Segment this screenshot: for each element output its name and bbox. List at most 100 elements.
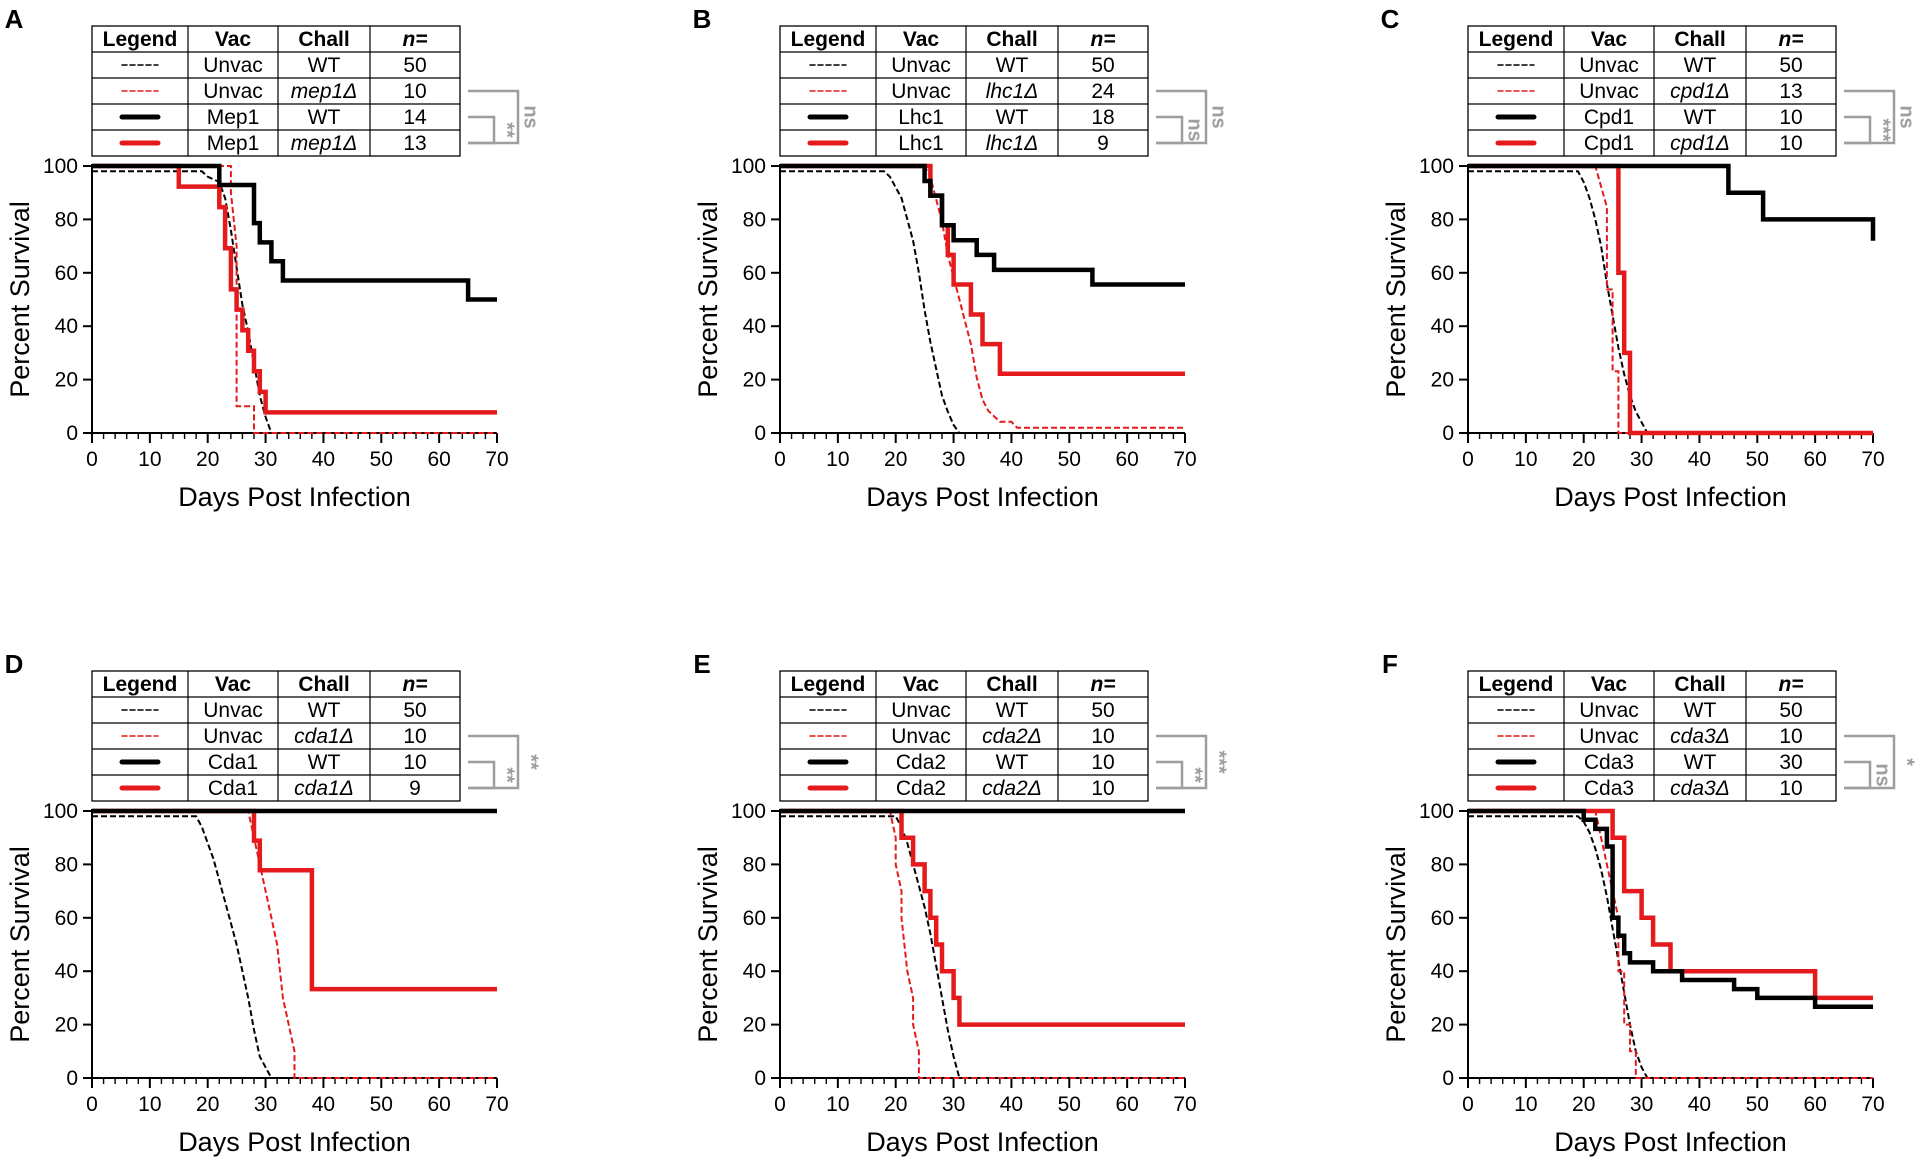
legend-chall: WT bbox=[996, 751, 1029, 774]
series-line bbox=[780, 163, 1185, 376]
significance-bracket bbox=[468, 89, 520, 145]
legend-n: 18 bbox=[1091, 106, 1114, 129]
x-tick-label: 40 bbox=[1688, 1093, 1711, 1116]
x-tick-label: 40 bbox=[312, 1093, 335, 1116]
legend-vac: Cpd1 bbox=[1584, 132, 1634, 155]
x-tick-label: 70 bbox=[485, 1093, 508, 1116]
legend-header: n= bbox=[402, 28, 427, 51]
series-line bbox=[92, 810, 497, 1079]
significance-brackets: ***** bbox=[1156, 734, 1230, 790]
legend-n: 9 bbox=[409, 777, 421, 800]
legend-header: Legend bbox=[791, 28, 866, 51]
legend-header: Legend bbox=[1479, 673, 1554, 696]
y-tick-label: 20 bbox=[1431, 1014, 1454, 1037]
legend-table: Legend Vac Chall n= Unvac WT 50 Unvac cda2Δ 10 Cda… bbox=[779, 670, 1149, 802]
x-tick-label: 70 bbox=[1173, 448, 1196, 471]
legend-n: 50 bbox=[403, 699, 426, 722]
y-tick-label: 0 bbox=[754, 422, 766, 445]
y-tick-label: 60 bbox=[1431, 262, 1454, 285]
significance-bracket bbox=[1844, 760, 1872, 790]
legend-chall: WT bbox=[996, 106, 1029, 129]
axes: 0 10 20 30 40 50 60 70 0 20 40 60 80 100 Days Post Inf… bbox=[1381, 800, 1885, 1157]
legend-n: 10 bbox=[403, 725, 426, 748]
series-line bbox=[1468, 170, 1873, 434]
y-tick-label: 60 bbox=[55, 262, 78, 285]
x-tick-label: 20 bbox=[1572, 448, 1595, 471]
x-tick-label: 0 bbox=[1462, 1093, 1474, 1116]
x-tick-label: 10 bbox=[826, 448, 849, 471]
series-line bbox=[1468, 810, 1873, 1079]
legend-header: Vac bbox=[903, 28, 940, 51]
significance-label: ns bbox=[1184, 118, 1206, 141]
x-axis-title: Days Post Infection bbox=[178, 1127, 411, 1157]
x-tick-label: 40 bbox=[1688, 448, 1711, 471]
x-tick-label: 20 bbox=[196, 448, 219, 471]
axes: 0 10 20 30 40 50 60 70 0 20 40 60 80 100 Days Post Inf… bbox=[1381, 155, 1885, 512]
legend-header: Vac bbox=[215, 673, 252, 696]
significance-brackets: ***ns bbox=[1844, 89, 1918, 145]
series-group bbox=[92, 163, 497, 434]
legend-chall: cda1Δ bbox=[294, 777, 354, 800]
legend-vac: Cda1 bbox=[208, 777, 258, 800]
significance-brackets: **** bbox=[468, 734, 542, 790]
legend-chall: WT bbox=[1684, 106, 1717, 129]
x-tick-label: 70 bbox=[1861, 1093, 1884, 1116]
x-tick-label: 0 bbox=[774, 448, 786, 471]
panel-label: F bbox=[1382, 649, 1398, 679]
legend-vac: Unvac bbox=[1579, 54, 1639, 77]
x-tick-label: 10 bbox=[138, 1093, 161, 1116]
legend-chall: cda3Δ bbox=[1670, 777, 1730, 800]
significance-label: ns bbox=[520, 105, 542, 128]
legend-vac: Unvac bbox=[1579, 699, 1639, 722]
legend-vac: Lhc1 bbox=[898, 132, 944, 155]
x-axis-title: Days Post Infection bbox=[178, 482, 411, 512]
y-tick-label: 40 bbox=[55, 960, 78, 983]
y-tick-label: 100 bbox=[43, 155, 78, 178]
x-tick-label: 0 bbox=[86, 448, 98, 471]
legend-chall: cda1Δ bbox=[294, 725, 354, 748]
series-line bbox=[1468, 163, 1873, 436]
legend-header: Legend bbox=[103, 673, 178, 696]
legend-vac: Unvac bbox=[203, 699, 263, 722]
significance-bracket bbox=[1844, 115, 1872, 145]
legend-chall: WT bbox=[308, 699, 341, 722]
x-axis-title: Days Post Infection bbox=[1554, 1127, 1787, 1157]
y-tick-label: 20 bbox=[743, 369, 766, 392]
series-line bbox=[92, 808, 497, 992]
y-tick-label: 100 bbox=[731, 155, 766, 178]
legend-n: 14 bbox=[403, 106, 427, 129]
legend-chall: WT bbox=[308, 751, 341, 774]
y-tick-label: 80 bbox=[743, 853, 766, 876]
legend-table: Legend Vac Chall n= Unvac WT 50 Unvac lhc1Δ 24 Lhc… bbox=[779, 25, 1149, 157]
legend-vac: Cda3 bbox=[1584, 751, 1634, 774]
x-tick-label: 30 bbox=[1630, 448, 1653, 471]
x-tick-label: 60 bbox=[1803, 1093, 1826, 1116]
x-tick-label: 0 bbox=[86, 1093, 98, 1116]
legend-chall: WT bbox=[1684, 54, 1717, 77]
significance-bracket bbox=[1156, 89, 1208, 145]
y-tick-label: 40 bbox=[55, 315, 78, 338]
y-tick-label: 80 bbox=[55, 208, 78, 231]
series-line bbox=[1468, 165, 1873, 434]
panel-c: C Legend Vac Chall n= Unvac WT 50 Unvac cpd1Δ 13 Cp… bbox=[1381, 4, 1918, 512]
legend-chall: WT bbox=[996, 54, 1029, 77]
legend-n: 24 bbox=[1091, 80, 1115, 103]
series-group bbox=[1468, 163, 1876, 436]
y-tick-label: 60 bbox=[743, 907, 766, 930]
panel-label: B bbox=[693, 4, 712, 34]
panel-label: D bbox=[5, 649, 24, 679]
legend-chall: WT bbox=[1684, 699, 1717, 722]
legend-n: 50 bbox=[1779, 699, 1802, 722]
x-tick-label: 60 bbox=[1803, 448, 1826, 471]
legend-header: n= bbox=[1778, 28, 1803, 51]
significance-bracket bbox=[1844, 734, 1896, 790]
series-line bbox=[780, 170, 1185, 434]
y-tick-label: 80 bbox=[1431, 208, 1454, 231]
series-line bbox=[1468, 163, 1876, 241]
x-tick-label: 50 bbox=[1746, 448, 1769, 471]
legend-header: Vac bbox=[903, 673, 940, 696]
legend-chall: cpd1Δ bbox=[1670, 80, 1730, 103]
significance-bracket bbox=[468, 115, 496, 145]
legend-header: Chall bbox=[1674, 673, 1725, 696]
